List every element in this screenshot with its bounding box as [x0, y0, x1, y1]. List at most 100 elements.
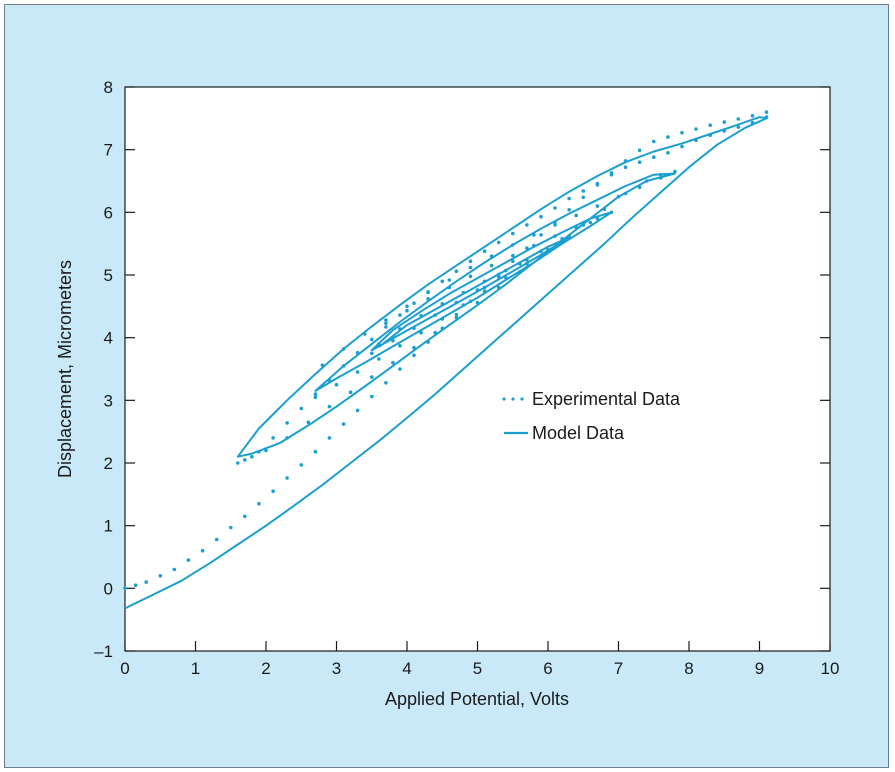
- experimental-data-point: [250, 454, 254, 459]
- experimental-data-point: [623, 191, 628, 196]
- experimental-data-point: [525, 261, 529, 266]
- experimental-data-point: [581, 223, 586, 227]
- experimental-data-point: [384, 325, 388, 329]
- x-tick-label: 5: [473, 659, 482, 678]
- experimental-data-point: [447, 278, 452, 282]
- experimental-data-point: [482, 289, 487, 294]
- x-tick-label: 10: [821, 659, 840, 678]
- experimental-data-point: [503, 275, 508, 280]
- experimental-data-point: [595, 181, 600, 186]
- experimental-data-point: [468, 274, 473, 279]
- experimental-data-point: [659, 176, 663, 180]
- experimental-data-point: [327, 378, 332, 383]
- experimental-data-point: [313, 449, 318, 454]
- experimental-data-point: [412, 301, 416, 306]
- experimental-data-point: [419, 330, 423, 335]
- legend-item-experimental: Experimental Data: [502, 389, 681, 409]
- experimental-data-point: [489, 263, 494, 268]
- experimental-data-point: [609, 210, 614, 215]
- experimental-data-point: [708, 133, 712, 138]
- experimental-data-point: [553, 206, 557, 210]
- experimental-data-point: [722, 120, 727, 124]
- experimental-data-point: [405, 304, 409, 309]
- experimental-data-point: [426, 290, 430, 295]
- experimental-data-point: [313, 395, 318, 400]
- experimental-data-point: [496, 240, 501, 245]
- experimental-data-point: [341, 347, 346, 351]
- experimental-data-point: [750, 120, 755, 125]
- experimental-data-point: [285, 476, 289, 480]
- y-tick-label: 7: [104, 141, 113, 160]
- experimental-data-point: [539, 249, 543, 253]
- experimental-data-point: [666, 135, 670, 139]
- experimental-data-point: [560, 236, 564, 241]
- experimental-data-point: [673, 169, 677, 174]
- experimental-data-point: [144, 580, 148, 584]
- experimental-data-point: [370, 351, 374, 356]
- experimental-data-point: [475, 300, 480, 305]
- experimental-data-point: [440, 317, 445, 321]
- experimental-data-point: [644, 179, 649, 183]
- experimental-data-point: [764, 115, 769, 119]
- y-axis-ticks: –1 0 1 2 3 4 5 6 7 8: [94, 78, 830, 661]
- experimental-data-point: [391, 360, 395, 365]
- experimental-data-point: [532, 233, 536, 237]
- experimental-data-point: [680, 144, 684, 149]
- x-tick-label: 3: [332, 659, 341, 678]
- experimental-data-point: [123, 586, 127, 591]
- y-tick-label: 6: [104, 203, 113, 222]
- experimental-data-point: [313, 392, 318, 396]
- experimental-data-point: [348, 390, 353, 395]
- experimental-data-point: [511, 231, 515, 236]
- experimental-data-point: [468, 259, 473, 263]
- experimental-data-point: [412, 345, 416, 350]
- experimental-data-point: [377, 357, 381, 361]
- experimental-data-point: [412, 353, 416, 358]
- experimental-data-point: [659, 172, 663, 177]
- x-tick-label: 7: [614, 659, 623, 678]
- experimental-data-point: [447, 285, 452, 290]
- experimental-data-point: [511, 259, 515, 263]
- experimental-data-point: [271, 436, 275, 440]
- experimental-data-point: [355, 408, 360, 413]
- x-tick-label: 1: [191, 659, 200, 678]
- experimental-data-point: [553, 220, 557, 225]
- legend-item-model: Model Data: [504, 423, 625, 443]
- experimental-data-point: [616, 194, 621, 199]
- experimental-data-point: [475, 288, 480, 292]
- figure-panel: 0 1 2 3 4 5 6 7 8 9 10 –1 0 1 2 3 4 5 6 7 8 Applied Potenti…: [4, 4, 889, 768]
- experimental-data-point: [496, 272, 501, 277]
- experimental-data-point: [355, 350, 360, 355]
- experimental-data-point: [440, 279, 445, 284]
- x-tick-label: 9: [755, 659, 764, 678]
- experimental-data-point: [299, 406, 304, 411]
- experimental-data-point: [320, 363, 325, 368]
- experimental-data-point: [574, 213, 578, 218]
- experimental-data-point: [722, 129, 727, 133]
- experimental-data-point: [461, 290, 466, 295]
- legend-label-model: Model Data: [532, 423, 625, 443]
- experimental-data-point: [553, 234, 557, 238]
- experimental-data-point: [503, 268, 508, 273]
- experimental-data-point: [285, 421, 289, 425]
- experimental-data-point: [750, 114, 755, 118]
- experimental-data-point: [736, 117, 741, 121]
- experimental-data-point: [637, 160, 642, 164]
- experimental-data-point: [546, 248, 550, 252]
- legend-dot: [520, 397, 524, 401]
- experimental-data-point: [496, 285, 501, 290]
- experimental-data-point: [243, 514, 247, 519]
- experimental-data-point: [637, 185, 642, 190]
- experimental-data-point: [440, 302, 445, 306]
- experimental-data-point: [214, 537, 219, 542]
- experimental-data-point: [602, 207, 607, 211]
- legend: Experimental Data Model Data: [502, 389, 681, 443]
- experimental-data-point: [264, 448, 268, 453]
- experimental-data-point: [581, 189, 586, 193]
- experimental-data-point: [764, 110, 769, 114]
- experimental-data-point: [398, 327, 402, 331]
- y-tick-label: 5: [104, 266, 113, 285]
- experimental-data-point: [355, 370, 360, 374]
- experimental-data-point: [405, 308, 409, 313]
- experimental-data-point: [384, 321, 388, 326]
